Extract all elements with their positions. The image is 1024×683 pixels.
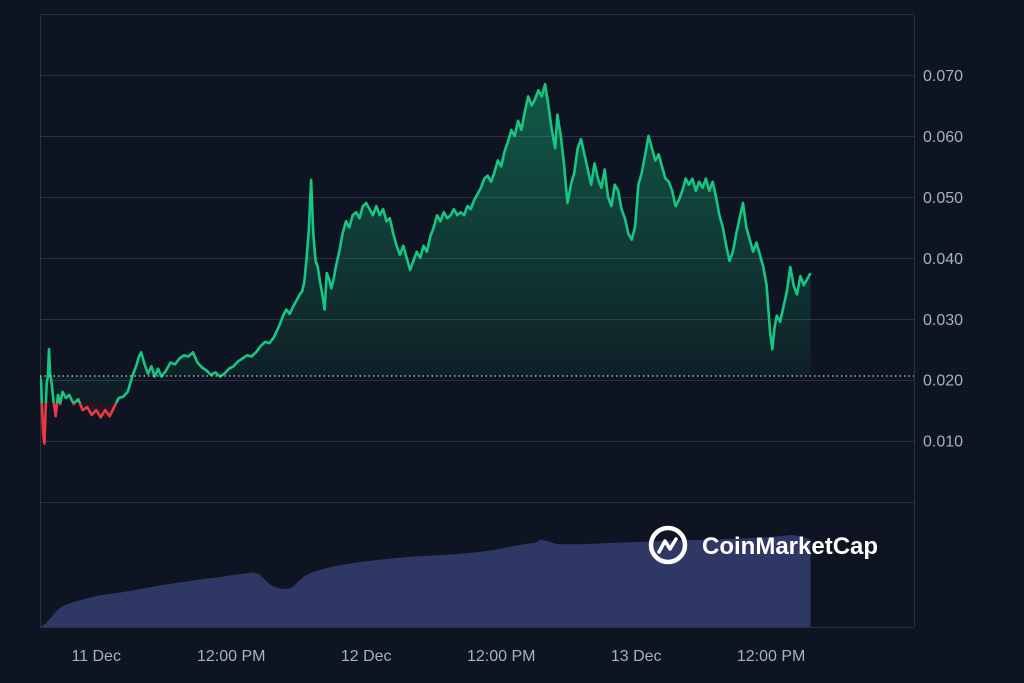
watermark-text: CoinMarketCap xyxy=(702,533,878,560)
x-axis-ticks: 11 Dec 12:00 PM 12 Dec 12:00 PM 13 Dec 12:00 … xyxy=(71,648,805,665)
coinmarketcap-logo-icon xyxy=(648,525,688,565)
y-tick-label: 0.030 xyxy=(923,312,963,329)
x-tick-label: 11 Dec xyxy=(71,648,121,665)
coinmarketcap-watermark: CoinMarketCap xyxy=(648,525,878,565)
area-below-open xyxy=(41,403,117,444)
x-tick-label: 12:00 PM xyxy=(737,648,805,665)
price-area xyxy=(40,84,811,444)
y-tick-label: 0.060 xyxy=(923,129,963,146)
x-tick-label: 13 Dec xyxy=(611,648,662,665)
volume-fill xyxy=(40,535,811,627)
y-tick-label: 0.050 xyxy=(923,190,963,207)
price-line xyxy=(40,82,812,445)
area-above-open xyxy=(40,84,811,403)
x-tick-label: 12:00 PM xyxy=(197,648,265,665)
volume-area xyxy=(40,535,811,627)
y-axis-ticks: 0.070 0.060 0.050 0.040 0.030 0.020 0.010 xyxy=(923,68,963,451)
y-tick-label: 0.040 xyxy=(923,251,963,268)
y-tick-label: 0.020 xyxy=(923,373,963,390)
x-tick-label: 12:00 PM xyxy=(467,648,535,665)
y-tick-label: 0.010 xyxy=(923,434,963,451)
plot-frame xyxy=(40,16,915,628)
y-tick-label: 0.070 xyxy=(923,68,963,85)
price-line-up xyxy=(40,82,812,403)
x-tick-label: 12 Dec xyxy=(341,648,392,665)
